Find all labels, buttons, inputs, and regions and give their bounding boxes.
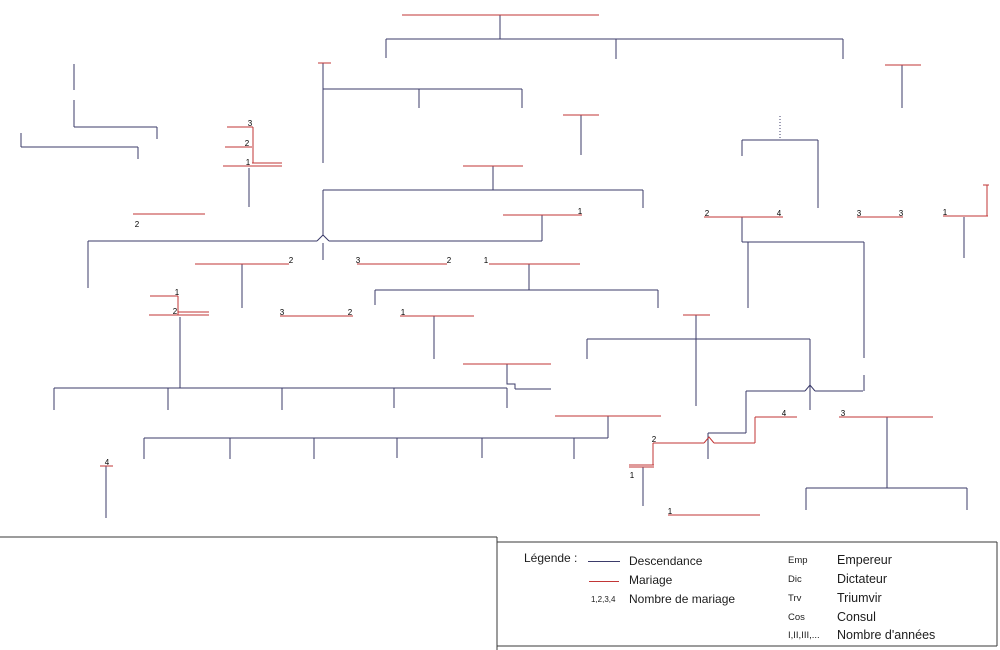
marriage-number-label: 3	[356, 256, 361, 265]
marriage-number-sample: 1,2,3,4	[591, 595, 616, 604]
descent-line-sample	[588, 561, 620, 562]
marriage-number-label: 2	[705, 209, 710, 218]
marriage-number-label: 3	[248, 119, 253, 128]
abbr-emp: Emp	[788, 555, 808, 566]
marriage-number-label: 1	[246, 158, 251, 167]
abbr-years: I,II,III,...	[788, 630, 820, 641]
marriage-line-sample	[589, 581, 619, 582]
marriage-number-label: 1	[401, 308, 406, 317]
marriage-number-label: 1	[630, 471, 635, 480]
marriage-number-label: 4	[777, 209, 782, 218]
marriage-number-label: 2	[289, 256, 294, 265]
marriage-number-label: 2	[245, 139, 250, 148]
marriage-number-label: 2	[173, 307, 178, 316]
abbr-dic: Dic	[788, 574, 802, 585]
legend-title: Légende :	[524, 551, 578, 565]
abbr-dic-label: Dictateur	[837, 572, 888, 586]
abbr-emp-label: Empereur	[837, 553, 892, 567]
marriage-number-label: 3	[857, 209, 862, 218]
abbr-trv: Trv	[788, 593, 802, 604]
marriage-number-label: 2	[652, 435, 657, 444]
marriage-number-label: 2	[135, 220, 140, 229]
marriage-number-label: 4	[105, 458, 110, 467]
legend-item-mariage: Mariage	[629, 573, 673, 587]
legend: Légende : Descendance Mariage 1,2,3,4 No…	[0, 537, 1000, 650]
marriage-number-label: 3	[841, 409, 846, 418]
marriage-number-label: 2	[447, 256, 452, 265]
marriage-number-label: 2	[348, 308, 353, 317]
marriage-number-label: 1	[668, 507, 673, 516]
marriage-number-label: 4	[782, 409, 787, 418]
marriage-number-label: 1	[484, 256, 489, 265]
abbr-years-label: Nombre d'années	[837, 628, 936, 642]
abbr-cos: Cos	[788, 612, 805, 623]
marriage-number-label: 1	[578, 207, 583, 216]
marriage-number-label: 1	[175, 288, 180, 297]
marriage-number-label: 3	[899, 209, 904, 218]
marriage-number-label: 3	[280, 308, 285, 317]
legend-item-nombre-de-mariage: Nombre de mariage	[629, 592, 736, 606]
abbr-cos-label: Consul	[837, 610, 876, 624]
abbr-trv-label: Triumvir	[837, 591, 882, 605]
marriage-number-label: 1	[943, 208, 948, 217]
legend-item-descendance: Descendance	[629, 554, 703, 568]
